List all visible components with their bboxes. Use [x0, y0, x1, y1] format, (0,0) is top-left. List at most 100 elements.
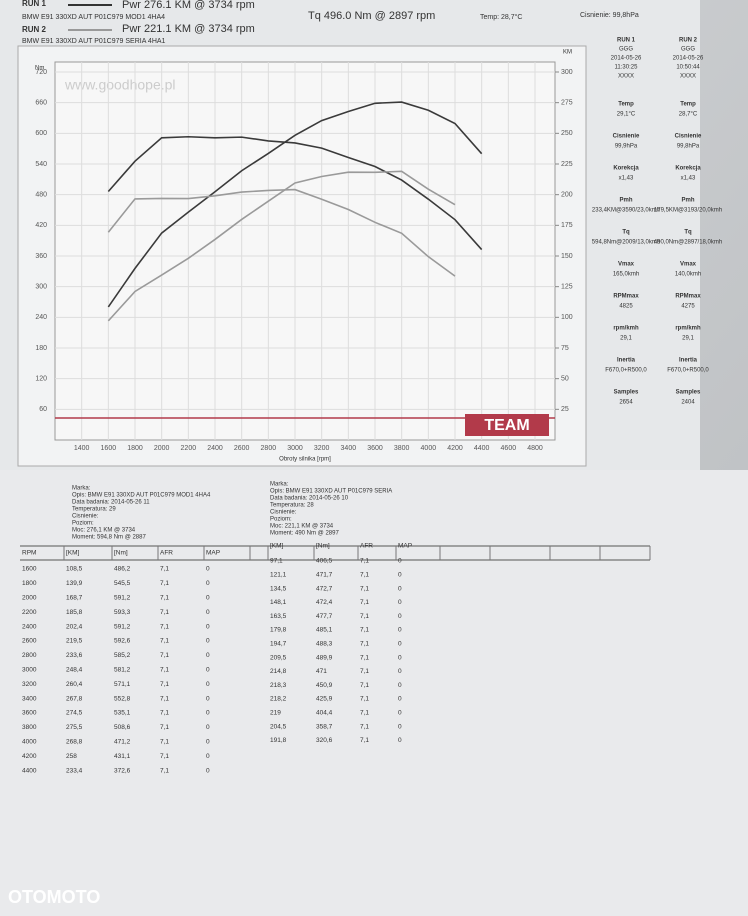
cell: 0 [398, 558, 402, 565]
cell: 219,5 [66, 638, 83, 645]
run-info: 11:30:25 [615, 65, 639, 71]
cell: 7,1 [160, 681, 169, 688]
row-label: Inertia [617, 358, 636, 364]
run1-info: Temperatura: 29 [72, 507, 116, 513]
x-tick-label: 4600 [501, 445, 517, 452]
cell: 0 [398, 710, 402, 717]
series-line [107, 135, 483, 251]
cell: 592,6 [114, 638, 131, 645]
cell: 0 [398, 737, 402, 744]
cell: 581,2 [114, 667, 131, 674]
cell: 108,5 [66, 566, 83, 573]
cell: 7,1 [160, 710, 169, 717]
run-info: XXXX [680, 74, 696, 80]
temp: Temp: 28,7°C [480, 13, 523, 21]
row-label: Temp [618, 102, 634, 108]
row-label: Tq [622, 230, 630, 236]
col-header: [KM] [66, 550, 80, 557]
cell: 0 [206, 623, 210, 630]
run-info: 2014-05-26 [673, 56, 704, 62]
cell: 485,1 [316, 627, 333, 634]
y2-tick-label: 100 [561, 314, 573, 321]
cell: 219 [270, 710, 281, 717]
row-value: 2404 [681, 400, 695, 406]
row-label: Korekcja [613, 166, 639, 172]
cell: 97,1 [270, 558, 283, 565]
cell: 0 [398, 696, 402, 703]
run2-info: Opis: BMW E91 330XD AUT P01C979 SERIA [270, 489, 392, 495]
x-tick-label: 4400 [474, 445, 490, 452]
cell: 134,5 [270, 585, 287, 592]
row-label: Temp [680, 102, 696, 108]
y2-tick-label: 275 [561, 100, 573, 107]
cell: 0 [398, 613, 402, 620]
cell: 163,5 [270, 613, 287, 620]
cell: 0 [206, 638, 210, 645]
run-info: XXXX [618, 74, 634, 80]
row-value: 233,4KM@3590/23,0kmh [592, 208, 660, 214]
y-tick-label: 480 [35, 192, 47, 199]
x-tick-label: 1800 [127, 445, 143, 452]
run1-power: Pwr 276.1 KM @ 3734 rpm [122, 0, 255, 11]
cell: 7,1 [360, 641, 369, 648]
x-tick-label: 3800 [394, 445, 410, 452]
cell: 0 [206, 609, 210, 616]
cell: 0 [206, 695, 210, 702]
y2-axis-label: KM [563, 50, 572, 56]
col-header: MAP [206, 550, 220, 557]
y-tick-label: 300 [35, 284, 47, 291]
cell: 2000 [22, 595, 37, 602]
x-tick-label: 4000 [421, 445, 437, 452]
row-value: 140,0kmh [675, 272, 701, 278]
cell: 121,1 [270, 572, 287, 579]
paper-bottom [0, 470, 748, 916]
cell: 7,1 [160, 652, 169, 659]
cell: 7,1 [360, 682, 369, 689]
run2-info: Marka: [270, 482, 289, 488]
cell: 2600 [22, 638, 37, 645]
watermark: www.goodhope.pl [64, 77, 176, 93]
run-info: GGG [619, 47, 633, 53]
series-line [107, 170, 456, 322]
cell: 591,2 [114, 623, 131, 630]
cell: 179,8 [270, 627, 287, 634]
cell: 248,4 [66, 667, 83, 674]
run2-power: Pwr 221.1 KM @ 3734 rpm [122, 23, 255, 35]
cell: 471,7 [316, 572, 333, 579]
torque: Tq 496.0 Nm @ 2897 rpm [308, 10, 435, 22]
cell: 168,7 [66, 595, 83, 602]
run2-info: Cisnienie: [270, 510, 297, 516]
cell: 204,5 [270, 723, 287, 730]
cell: 472,4 [316, 599, 333, 606]
run1-info: Data badania: 2014-05-26 11 [72, 500, 150, 506]
x-tick-label: 2200 [181, 445, 197, 452]
x-tick-label: 3600 [367, 445, 383, 452]
cell: 2800 [22, 652, 37, 659]
badge: TEAM [484, 417, 529, 434]
cell: 372,6 [114, 767, 131, 774]
row-label: RPMmax [613, 294, 639, 300]
cell: 3800 [22, 724, 37, 731]
run-info: 10:50:44 [676, 65, 700, 71]
cell: 7,1 [160, 580, 169, 587]
cell: 4400 [22, 767, 37, 774]
row-value: 165,0kmh [613, 272, 639, 278]
cell: 0 [206, 724, 210, 731]
cell: 7,1 [360, 572, 369, 579]
cell: 267,8 [66, 695, 83, 702]
y2-tick-label: 25 [561, 406, 569, 413]
row-value: 29,1 [682, 336, 694, 342]
run2-info: Moc: 221,1 KM @ 3734 [270, 524, 334, 530]
cell: 7,1 [160, 638, 169, 645]
cell: 0 [206, 739, 210, 746]
cell: 0 [206, 710, 210, 717]
cell: 7,1 [160, 739, 169, 746]
cell: 406,5 [316, 558, 333, 565]
y2-tick-label: 50 [561, 376, 569, 383]
run1-info: Moment: 594,8 Nm @ 2887 [72, 535, 146, 541]
run1-info: Poziom: [72, 521, 94, 527]
y-tick-label: 120 [35, 376, 47, 383]
x-tick-label: 2600 [234, 445, 250, 452]
y2-tick-label: 250 [561, 130, 573, 137]
cell: 7,1 [360, 585, 369, 592]
